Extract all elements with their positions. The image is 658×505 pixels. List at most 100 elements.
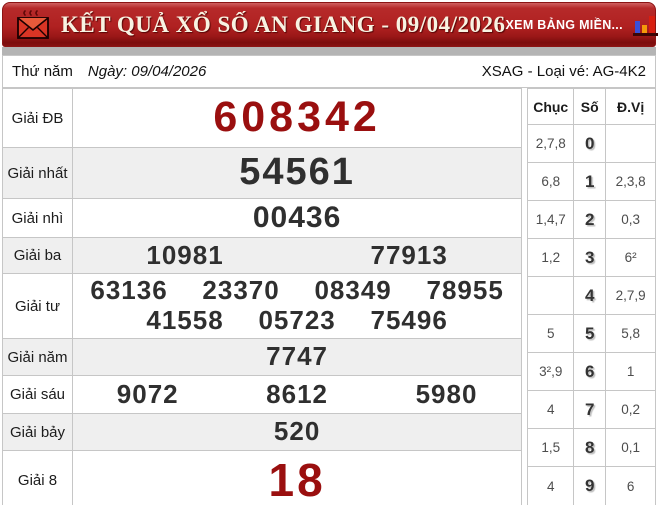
summary-row: 3²,9 6 1 bbox=[528, 353, 655, 391]
units-digits-cell: 2,7,9 bbox=[615, 288, 646, 303]
units-digits-cell: 6² bbox=[624, 250, 637, 265]
units-digits-cell: 2,3,8 bbox=[615, 174, 646, 189]
units-digits-cell: 6 bbox=[626, 478, 635, 494]
summary-row: 4 2,7,9 bbox=[528, 277, 655, 315]
prize-label: Giải 8 bbox=[3, 451, 73, 505]
prize-row: Giải tư 63136 23370 08349 78955 41558 05723 754… bbox=[3, 274, 522, 339]
prize-number: 8612 bbox=[266, 378, 329, 409]
tens-digits-cell: 4 bbox=[546, 402, 555, 417]
units-digits-cell: 0,3 bbox=[621, 212, 640, 227]
prize-line: 00436 bbox=[73, 201, 521, 236]
tens-digits-cell: 5 bbox=[546, 326, 555, 341]
view-region-board-link[interactable]: XEM BẢNG MIỀN... bbox=[505, 17, 623, 32]
tens-digits-cell: 4 bbox=[546, 478, 555, 494]
digit-cell: 2 bbox=[573, 201, 607, 238]
prize-number: 5980 bbox=[415, 378, 478, 409]
tens-digits-cell bbox=[528, 277, 573, 314]
prize-row: Giải nhì 00436 bbox=[3, 199, 522, 238]
summary-header-cell: Số bbox=[573, 89, 607, 124]
prize-values: 608342 bbox=[73, 89, 521, 147]
prize-number: 7747 bbox=[266, 341, 329, 372]
tens-digits-cell: 2,7,8 bbox=[535, 136, 566, 151]
prize-values: 10981 77913 bbox=[73, 238, 521, 273]
prize-line: 18 bbox=[73, 454, 521, 505]
prize-number: 75496 bbox=[370, 305, 448, 335]
prize-row: Giải năm 7747 bbox=[3, 339, 522, 376]
prize-row: Giải ĐB 608342 bbox=[3, 89, 522, 148]
results-content: Giải ĐB 608342 Giải nhất 54561 Giải nhì 00436… bbox=[2, 88, 656, 505]
envelope-icon bbox=[15, 9, 51, 41]
head-tail-summary-table: Chục Số Đ.Vị 2,7,8 0 6,8 1 2,3,8 1,4,7 2 0,3 1,2 3 6²… bbox=[527, 88, 656, 505]
prize-label: Giải năm bbox=[3, 339, 73, 375]
prize-label: Giải nhì bbox=[3, 199, 73, 237]
prize-number: 78955 bbox=[426, 275, 504, 306]
prize-values: 9072 8612 5980 bbox=[73, 376, 521, 413]
summary-row: 1,5 8 0,1 bbox=[528, 429, 655, 467]
prize-number: 41558 bbox=[146, 305, 224, 335]
prize-number: 77913 bbox=[370, 239, 448, 270]
prize-label: Giải nhất bbox=[3, 148, 73, 198]
prize-values: 520 bbox=[73, 414, 521, 450]
digit-cell: 5 bbox=[573, 315, 607, 352]
weekday-label: Thứ năm bbox=[12, 63, 73, 80]
tens-digits-cell: 3²,9 bbox=[539, 364, 563, 379]
prize-number: 608342 bbox=[213, 93, 381, 142]
prize-number: 00436 bbox=[252, 200, 342, 234]
prize-values: 18 bbox=[73, 451, 521, 505]
digit-cell: 4 bbox=[573, 277, 607, 314]
digit-cell: 8 bbox=[573, 429, 607, 466]
prize-values: 63136 23370 08349 78955 41558 05723 75496 bbox=[73, 274, 521, 338]
prize-number: 18 bbox=[268, 453, 326, 505]
summary-header-row: Chục Số Đ.Vị bbox=[528, 89, 655, 125]
digit-cell: 1 bbox=[573, 163, 607, 200]
summary-header-cell: Chục bbox=[533, 98, 569, 115]
prize-line: 9072 8612 5980 bbox=[73, 378, 521, 410]
summary-row: 5 5 5,8 bbox=[528, 315, 655, 353]
prize-line: 608342 bbox=[73, 93, 521, 142]
bar-chart-icon[interactable] bbox=[632, 13, 658, 37]
prize-label: Giải tư bbox=[3, 274, 73, 338]
prize-values: 00436 bbox=[73, 199, 521, 237]
tens-digits-cell: 1,2 bbox=[541, 250, 561, 265]
digit-cell: 6 bbox=[573, 353, 607, 390]
digit-cell: 9 bbox=[573, 467, 607, 505]
prize-number: 08349 bbox=[314, 275, 392, 306]
tens-digits-cell: 1,5 bbox=[541, 440, 561, 455]
prize-row: Giải nhất 54561 bbox=[3, 148, 522, 199]
summary-row: 1,2 3 6² bbox=[528, 239, 655, 277]
prize-table: Giải ĐB 608342 Giải nhất 54561 Giải nhì 00436… bbox=[2, 88, 523, 505]
digit-cell: 3 bbox=[573, 239, 607, 276]
units-digits-cell: 0,2 bbox=[621, 402, 640, 417]
prize-line: 7747 bbox=[73, 341, 521, 372]
tens-digits-cell: 1,4,7 bbox=[535, 212, 566, 227]
prize-label: Giải ba bbox=[3, 238, 73, 273]
digit-cell: 7 bbox=[573, 391, 607, 428]
prize-row: Giải 8 18 bbox=[3, 451, 522, 505]
digit-cell: 0 bbox=[573, 125, 607, 162]
draw-info-row: Thứ năm Ngày: 09/04/2026 XSAG - Loại vé:… bbox=[2, 55, 656, 88]
prize-label: Giải bảy bbox=[3, 414, 73, 450]
prize-number: 520 bbox=[273, 416, 321, 447]
prize-row: Giải sáu 9072 8612 5980 bbox=[3, 376, 522, 414]
prize-number: 54561 bbox=[239, 151, 355, 194]
prize-number: 63136 bbox=[90, 275, 168, 306]
prize-line: 41558 05723 75496 bbox=[73, 305, 521, 336]
summary-row: 6,8 1 2,3,8 bbox=[528, 163, 655, 201]
units-digits-cell bbox=[606, 125, 655, 162]
prize-number: 10981 bbox=[146, 239, 224, 270]
summary-row: 4 7 0,2 bbox=[528, 391, 655, 429]
prize-line: 520 bbox=[73, 416, 521, 447]
units-digits-cell: 5,8 bbox=[621, 326, 640, 341]
tens-digits-cell: 6,8 bbox=[541, 174, 561, 189]
draw-date-label: Ngày: 09/04/2026 bbox=[87, 63, 207, 80]
prize-row: Giải ba 10981 77913 bbox=[3, 238, 522, 274]
prize-line: 63136 23370 08349 78955 bbox=[73, 275, 521, 306]
prize-line: 54561 bbox=[73, 151, 521, 195]
page-title: KẾT QUẢ XỔ SỐ AN GIANG - 09/04/2026 bbox=[61, 11, 506, 37]
prize-values: 7747 bbox=[73, 339, 521, 375]
prize-label: Giải ĐB bbox=[3, 89, 73, 147]
prize-number: 23370 bbox=[202, 275, 280, 306]
summary-row: 2,7,8 0 bbox=[528, 125, 655, 163]
units-digits-cell: 1 bbox=[626, 364, 635, 379]
